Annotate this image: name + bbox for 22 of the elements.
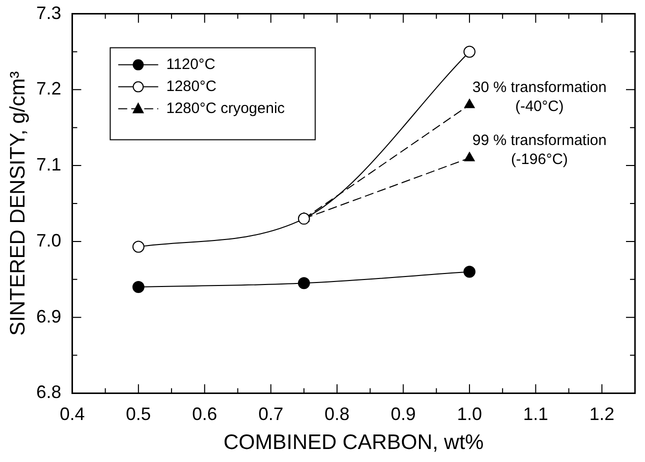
x-tick-label: 1.1 (523, 404, 548, 424)
x-tick-label: 0.8 (324, 404, 350, 424)
x-tick-label: 1.0 (456, 404, 482, 424)
x-tick-label: 0.6 (192, 404, 218, 424)
x-tick-label: 1.2 (589, 404, 614, 424)
y-tick-label: 6.9 (36, 306, 62, 326)
y-tick-label: 7.2 (36, 78, 62, 99)
y-tick-label: 7.3 (36, 2, 62, 23)
legend-label: 1280°C (166, 78, 217, 95)
x-tick-label: 0.9 (390, 404, 416, 424)
y-tick-label: 7.0 (36, 230, 62, 250)
legend-label: 1120°C (166, 56, 216, 73)
annotation: 30 % transformation (-40°C) (472, 78, 607, 115)
annotation: 99 % transformation (-196°C) (472, 132, 607, 168)
x-axis-title: COMBINED CARBON, wt% (224, 431, 484, 454)
x-tick-label: 0.4 (60, 404, 85, 424)
x-tick-label: 0.5 (126, 404, 151, 424)
legend-label: 1280°C cryogenic (166, 100, 286, 117)
x-tick-label: 0.7 (258, 404, 284, 424)
y-tick-label: 7.1 (36, 154, 62, 175)
y-axis-title: SINTERED DENSITY, g/cm³ (6, 71, 30, 336)
y-tick-label: 6.8 (36, 382, 62, 402)
